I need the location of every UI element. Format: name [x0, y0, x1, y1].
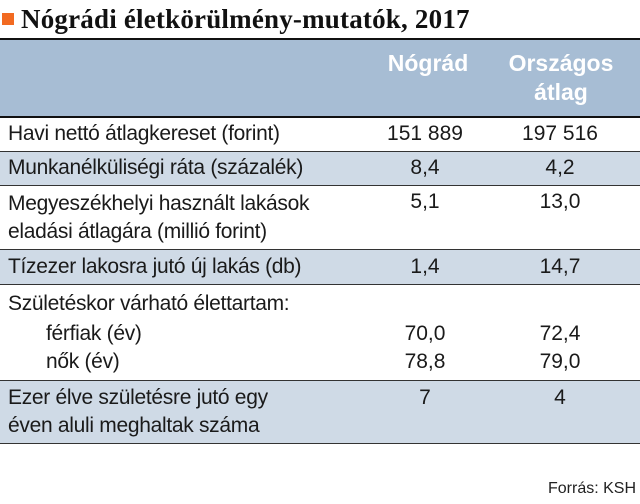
title-marker-square: [2, 13, 14, 25]
national-value: 13,0: [539, 190, 581, 213]
row-label: Születéskor várható élettartam:: [8, 292, 290, 315]
row-label: Munkanélküliségi ráta (százalék): [8, 156, 304, 179]
table-row: Munkanélküliségi ráta (százalék) 8,4 4,2: [0, 152, 640, 186]
page-title: Nógrádi életkörülmény-mutatók, 2017: [21, 3, 470, 34]
county-value-women: 78,8: [404, 350, 446, 373]
source-note: Forrás: KSH: [547, 480, 636, 497]
column-header-national: Országos átlag: [508, 50, 614, 105]
sub-row-label-men: férfiak (év): [46, 322, 142, 345]
row-label-line-2: eladási átlagára (millió forint): [8, 220, 267, 243]
national-value: 14,7: [539, 255, 581, 278]
row-label: Havi nettó átlagkereset (forint): [8, 122, 280, 145]
sub-row-label-women: nők (év): [46, 350, 120, 373]
national-value: 4: [554, 386, 566, 409]
data-table: Nógrád Országos átlag Havi nettó átlagke…: [0, 38, 640, 444]
county-value: 151 889: [387, 122, 463, 145]
national-value: 197 516: [522, 122, 598, 145]
county-value: 1,4: [410, 255, 440, 278]
table-row: Tízezer lakosra jutó új lakás (db) 1,4 1…: [0, 250, 640, 285]
table-row: Megyeszékhelyi használt lakások eladási …: [0, 186, 640, 250]
county-value: 8,4: [410, 156, 440, 179]
row-label-line-1: Ezer élve születésre jutó egy: [8, 386, 268, 409]
national-value-men: 72,4: [539, 322, 581, 345]
national-value: 4,2: [545, 156, 575, 179]
county-value-men: 70,0: [404, 322, 446, 345]
title-bar: Nógrádi életkörülmény-mutatók, 2017: [0, 0, 640, 38]
table-row: Születéskor várható élettartam: férfiak …: [0, 285, 640, 381]
row-label: Tízezer lakosra jutó új lakás (db): [8, 255, 302, 278]
row-label-line-2: éven aluli meghaltak száma: [8, 414, 260, 437]
county-value: 7: [419, 386, 431, 409]
row-label-line-1: Megyeszékhelyi használt lakások: [8, 192, 310, 215]
table-header: Nógrád Országos átlag: [0, 40, 640, 118]
county-value: 5,1: [410, 190, 440, 213]
national-value-women: 79,0: [539, 350, 581, 373]
column-header-county: Nógrád: [387, 50, 469, 76]
table-row: Ezer élve születésre jutó egy éven aluli…: [0, 381, 640, 444]
table-row: Havi nettó átlagkereset (forint) 151 889…: [0, 118, 640, 152]
